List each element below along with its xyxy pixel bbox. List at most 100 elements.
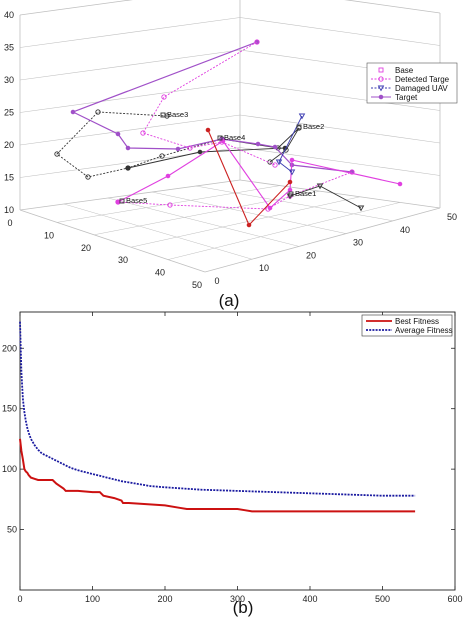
series-line <box>19 321 416 497</box>
y-tick-label: 50 <box>447 212 457 222</box>
chart-b-frame <box>19 311 456 591</box>
legend-label: Target <box>395 93 418 102</box>
grid-edge <box>19 179 241 211</box>
x-tick-label: 30 <box>118 255 128 265</box>
grid-edge <box>19 209 206 273</box>
chart-a-ticks: 10 15 20 25 30 35 40 0 10 20 30 40 50 0 10 20 30 40 50 <box>4 10 457 290</box>
z-tick-label: 35 <box>4 43 14 53</box>
chart-a-grid <box>19 0 441 273</box>
z-tick-label: 40 <box>4 10 14 20</box>
grid-edge <box>19 0 133 16</box>
legend-marker <box>377 85 385 92</box>
path-point <box>289 157 295 163</box>
x-tick-label: 0 <box>7 218 12 228</box>
z-tick-label: 30 <box>4 75 14 85</box>
path-point <box>275 159 283 166</box>
base-label: Base4 <box>224 133 245 142</box>
legend-marker <box>378 76 384 82</box>
x-tick-label: 600 <box>447 594 462 604</box>
base-label: Base5 <box>126 196 147 205</box>
base-marker <box>119 198 125 204</box>
path-point <box>140 130 146 136</box>
grid-line <box>195 185 394 222</box>
grid-line <box>151 191 347 234</box>
path-point <box>287 179 293 185</box>
base-marker <box>288 191 294 197</box>
grid-edge <box>204 207 441 273</box>
path-point <box>246 222 252 228</box>
y-tick-label: 0 <box>214 276 219 286</box>
path-point <box>197 149 203 155</box>
z-tick-label: 15 <box>4 173 14 183</box>
chart-b-ticks: 0 100 200 300 400 500 600 50 100 150 200 <box>2 312 463 604</box>
path-point <box>159 153 165 159</box>
path-point <box>167 202 173 208</box>
legend-label: Base <box>395 66 414 75</box>
x-tick-label: 40 <box>155 268 165 278</box>
chart-a-paths <box>54 39 403 228</box>
path-point <box>288 169 296 176</box>
y-tick-label: 50 <box>7 525 17 535</box>
z-tick-label: 10 <box>4 205 14 215</box>
path-point <box>205 127 211 133</box>
legend-marker <box>378 94 384 100</box>
uav-path-line <box>56 111 223 178</box>
path-point <box>165 173 171 179</box>
y-tick-label: 20 <box>306 250 316 260</box>
uav-path-line <box>289 185 362 209</box>
base-label: Base1 <box>295 189 316 198</box>
legend-label: Damaged UAV <box>395 84 448 93</box>
y-tick-label: 40 <box>400 225 410 235</box>
path-point <box>125 145 131 151</box>
y-tick-label: 30 <box>353 238 363 248</box>
x-tick-label: 20 <box>81 243 91 253</box>
legend-label: Average Fitness <box>395 326 453 335</box>
path-point <box>298 113 306 120</box>
base-label: Base3 <box>167 110 188 119</box>
path-point <box>287 187 293 193</box>
y-tick-label: 150 <box>2 404 17 414</box>
path-point <box>397 181 403 187</box>
grid-line <box>130 196 361 248</box>
path-point <box>85 174 91 180</box>
path-point <box>357 205 365 212</box>
grid-edge <box>239 179 441 209</box>
path-point <box>316 183 324 190</box>
uav-path-line <box>117 171 353 210</box>
legend-label: Best Fitness <box>395 317 439 326</box>
y-tick-label: 100 <box>2 464 17 474</box>
path-point <box>161 94 167 100</box>
uav-path-line <box>278 115 303 173</box>
grid-line <box>63 203 253 260</box>
legend-marker <box>378 67 384 73</box>
grid-line <box>19 17 441 48</box>
chart-a-base-labels: Base1 Base2 Base3 Base4 Base5 <box>119 110 324 205</box>
z-tick-label: 25 <box>4 108 14 118</box>
grid-edge <box>344 0 441 14</box>
path-point <box>70 109 76 115</box>
path-point <box>115 131 121 137</box>
path-point <box>255 141 261 147</box>
grid-line <box>19 147 441 178</box>
path-point <box>349 169 355 175</box>
chart-3d-uav-paths: 10 15 20 25 30 35 40 0 10 20 30 40 50 0 10 20 30 40 50 Bas… <box>4 0 458 310</box>
z-tick-label: 20 <box>4 140 14 150</box>
x-tick-label: 300 <box>230 594 245 604</box>
base-label: Base2 <box>303 122 324 131</box>
plot-area <box>19 311 456 591</box>
path-point <box>265 206 271 212</box>
legend-label: Detected Targe <box>395 75 450 84</box>
x-tick-label: 100 <box>85 594 100 604</box>
base-marker <box>160 112 166 118</box>
series-line <box>19 438 416 513</box>
path-point <box>175 146 181 152</box>
base-marker <box>217 135 223 141</box>
chart-b-series <box>19 321 416 513</box>
x-tick-label: 400 <box>302 594 317 604</box>
grid-line <box>93 190 321 236</box>
uav-path-line <box>117 140 401 209</box>
x-tick-label: 0 <box>17 594 22 604</box>
x-tick-label: 200 <box>157 594 172 604</box>
